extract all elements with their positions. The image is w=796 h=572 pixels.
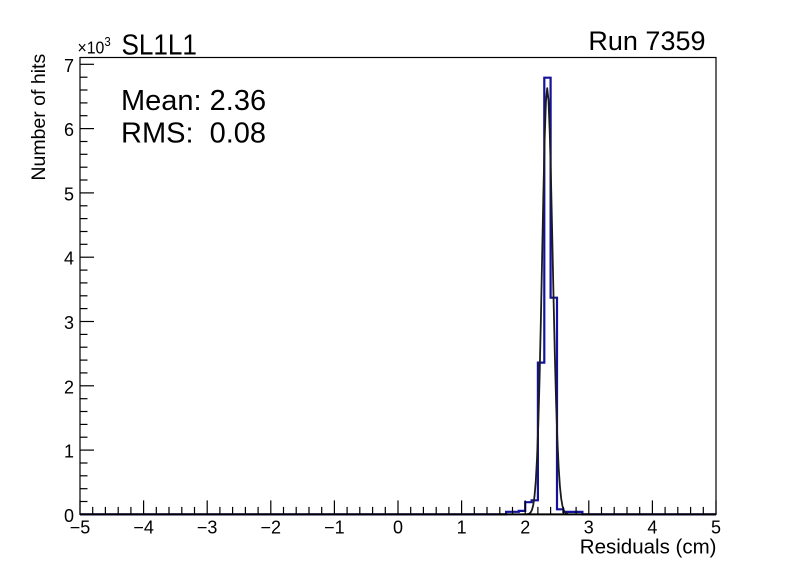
svg-text:3: 3	[64, 313, 74, 333]
svg-text:1: 1	[457, 518, 467, 538]
svg-text:Number of hits: Number of hits	[28, 54, 50, 181]
svg-text:−5: −5	[70, 518, 91, 538]
svg-text:Mean: 2.36: Mean: 2.36	[121, 85, 266, 117]
svg-text:6: 6	[64, 120, 74, 140]
svg-text:7: 7	[64, 56, 74, 76]
svg-text:−4: −4	[133, 518, 154, 538]
svg-text:−1: −1	[324, 518, 345, 538]
svg-text:×103: ×103	[78, 34, 111, 57]
svg-text:5: 5	[64, 184, 74, 204]
svg-text:4: 4	[647, 518, 657, 538]
svg-text:5: 5	[711, 518, 721, 538]
svg-text:2: 2	[520, 518, 530, 538]
svg-text:2: 2	[64, 377, 74, 397]
svg-text:−2: −2	[261, 518, 282, 538]
svg-text:Residuals (cm): Residuals (cm)	[580, 536, 717, 559]
svg-text:Run 7359: Run 7359	[588, 26, 705, 56]
svg-text:−3: −3	[197, 518, 218, 538]
svg-text:RMS: 0.08: RMS: 0.08	[121, 118, 266, 150]
svg-text:4: 4	[64, 249, 74, 269]
svg-text:3: 3	[584, 518, 594, 538]
svg-text:SL1L1: SL1L1	[122, 28, 197, 61]
svg-text:0: 0	[393, 518, 403, 538]
svg-text:1: 1	[64, 442, 74, 462]
svg-text:0: 0	[64, 506, 74, 526]
